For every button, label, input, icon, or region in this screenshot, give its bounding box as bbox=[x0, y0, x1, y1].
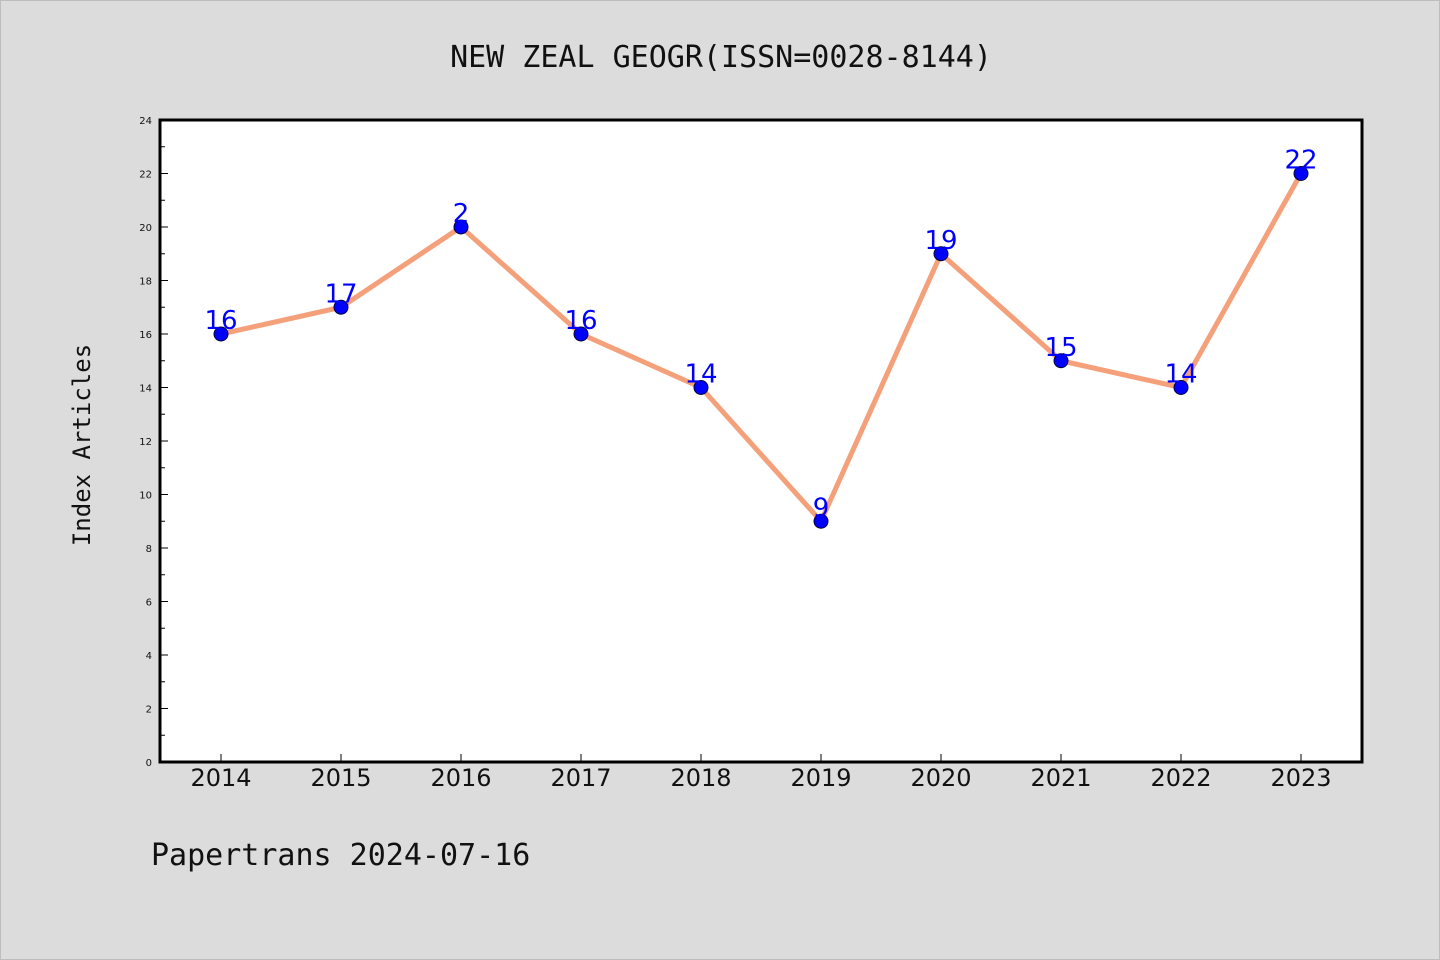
y-tick-label: 22 bbox=[139, 170, 152, 181]
y-tick-label: 0 bbox=[146, 758, 152, 769]
x-tick-label: 2014 bbox=[190, 764, 251, 792]
data-point bbox=[573, 326, 589, 342]
data-label: 15 bbox=[1044, 333, 1077, 363]
y-tick-label: 8 bbox=[146, 544, 152, 555]
plot-area bbox=[158, 118, 1364, 764]
x-tick-label: 2020 bbox=[910, 764, 971, 792]
series-line-group bbox=[218, 171, 1304, 524]
data-markers bbox=[213, 166, 1309, 529]
data-label: 16 bbox=[564, 306, 597, 336]
x-tick-label: 2015 bbox=[310, 764, 371, 792]
y-tick-label: 14 bbox=[139, 384, 152, 395]
data-label: 19 bbox=[924, 226, 957, 256]
y-tick-label: 4 bbox=[146, 651, 152, 662]
data-point bbox=[693, 380, 709, 395]
data-point bbox=[1293, 166, 1309, 181]
data-label: 14 bbox=[684, 360, 717, 390]
series-line bbox=[218, 171, 1304, 524]
data-point bbox=[213, 326, 229, 342]
x-tick-label: 2023 bbox=[1270, 764, 1331, 792]
y-tick-label: 24 bbox=[139, 116, 152, 127]
data-label: 17 bbox=[324, 279, 357, 309]
x-tick-label: 2018 bbox=[670, 764, 731, 792]
data-label: 14 bbox=[1164, 360, 1197, 390]
data-label: 2 bbox=[453, 199, 470, 229]
footer-source-date: Papertrans 2024-07-16 bbox=[151, 838, 530, 873]
data-point bbox=[813, 513, 829, 529]
y-tick-label: 20 bbox=[139, 223, 152, 234]
data-label: 22 bbox=[1284, 146, 1317, 176]
data-point bbox=[1173, 380, 1189, 395]
data-point bbox=[1053, 353, 1069, 369]
y-tick-label: 16 bbox=[139, 330, 152, 341]
data-point bbox=[333, 299, 349, 315]
data-labels: 16 17 2 16 14 9 19 15 14 22 bbox=[204, 146, 1317, 524]
y-tick-label: 12 bbox=[139, 437, 152, 448]
x-tick-label: 2017 bbox=[550, 764, 611, 792]
x-tick-label: 2019 bbox=[790, 764, 851, 792]
data-point bbox=[933, 246, 949, 262]
data-label: 9 bbox=[813, 493, 830, 523]
y-tick-label: 2 bbox=[146, 705, 152, 716]
x-tick-label: 2022 bbox=[1150, 764, 1211, 792]
y-tick-label: 6 bbox=[146, 598, 152, 609]
data-point bbox=[453, 219, 469, 235]
y-tick-label: 18 bbox=[139, 277, 152, 288]
y-axis-label: Index Articles bbox=[68, 344, 96, 546]
y-tick-label: 10 bbox=[139, 491, 152, 502]
x-axis: 2014 2015 2016 2017 2018 2019 2020 2021 2022 2023 bbox=[190, 754, 1332, 792]
x-tick-label: 2016 bbox=[430, 764, 491, 792]
chart-title: NEW ZEAL GEOGR(ISSN=0028-8144) bbox=[450, 40, 992, 75]
x-tick-label: 2021 bbox=[1030, 764, 1091, 792]
data-label: 16 bbox=[204, 306, 237, 336]
